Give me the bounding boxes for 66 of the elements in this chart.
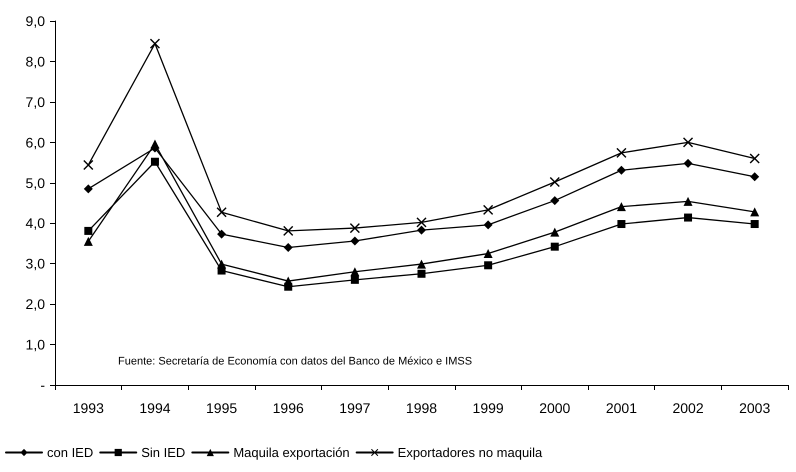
point xyxy=(483,204,494,215)
point xyxy=(350,223,360,234)
point xyxy=(484,220,493,230)
x-tick-label: 2000 xyxy=(539,400,571,416)
point xyxy=(417,226,426,235)
point xyxy=(84,184,93,194)
point xyxy=(750,220,759,228)
point xyxy=(350,236,360,246)
point xyxy=(617,220,626,228)
point xyxy=(750,172,760,182)
y-tick-label: 9,0 xyxy=(26,13,46,29)
y-tick-label: 5,0 xyxy=(26,174,46,191)
y-tick-label: 4,0 xyxy=(26,215,46,232)
point xyxy=(217,230,226,239)
y-tick-label: 7,0 xyxy=(26,94,46,110)
point xyxy=(150,38,160,49)
y-tick-label: 3,0 xyxy=(26,256,46,272)
x-tick-label: 1995 xyxy=(206,400,238,416)
annotation: Fuente: Secretaría de Economía con datos del Banco de México e IMSS xyxy=(118,356,472,368)
point xyxy=(84,226,92,235)
x-tick-label: 1994 xyxy=(139,400,171,416)
point xyxy=(350,276,359,284)
x-tick-label: 1997 xyxy=(339,400,371,416)
point xyxy=(550,196,560,206)
point xyxy=(616,166,626,175)
point xyxy=(684,196,693,206)
legend-label: Sin IED xyxy=(141,445,186,460)
point xyxy=(218,266,226,275)
point xyxy=(683,137,694,148)
x-tick-label: 1993 xyxy=(72,400,104,416)
point xyxy=(83,160,94,170)
point xyxy=(216,207,227,218)
legend-label: con IED xyxy=(47,445,94,460)
point xyxy=(684,214,692,222)
y-tick-label: 8,0 xyxy=(26,53,46,70)
point xyxy=(416,217,426,228)
y-tick-label: 6,0 xyxy=(26,134,46,150)
point xyxy=(284,242,293,252)
legend-label: Exportadores no maquila xyxy=(398,445,543,460)
point xyxy=(484,249,493,258)
point xyxy=(750,154,760,164)
point xyxy=(616,202,626,212)
point xyxy=(350,267,360,276)
point xyxy=(484,261,492,270)
point xyxy=(417,260,426,269)
point xyxy=(418,270,426,278)
point xyxy=(750,207,760,216)
point xyxy=(684,158,693,168)
point xyxy=(84,236,93,246)
x-tick-label: 1999 xyxy=(472,400,504,416)
point xyxy=(550,176,560,187)
x-tick-label: 2002 xyxy=(672,400,704,416)
x-tick-label: 1996 xyxy=(272,400,304,416)
y-tick-label: 2,0 xyxy=(26,296,46,312)
point xyxy=(550,242,559,251)
y-tick-label: - xyxy=(40,377,46,393)
x-tick-label: 1998 xyxy=(406,400,438,416)
point xyxy=(150,158,159,166)
point xyxy=(616,148,626,158)
x-tick-label: 2003 xyxy=(739,400,770,416)
legend-label: Maquila exportación xyxy=(233,445,350,460)
point xyxy=(550,228,560,237)
y-tick-label: 1,0 xyxy=(26,336,46,353)
point xyxy=(283,226,294,236)
point xyxy=(284,282,292,291)
x-tick-label: 2001 xyxy=(606,400,638,416)
